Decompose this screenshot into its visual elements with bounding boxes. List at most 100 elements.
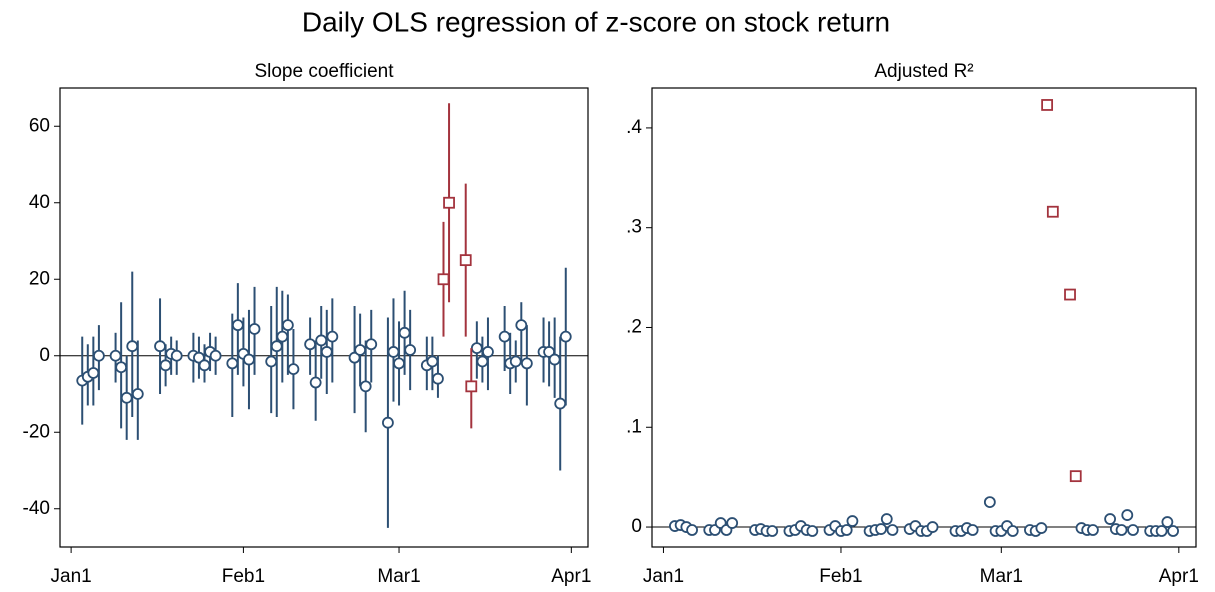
- point: [320, 346, 333, 358]
- point: [559, 330, 572, 343]
- point: [226, 357, 239, 370]
- point: [1006, 525, 1019, 537]
- point: [1127, 524, 1139, 536]
- point: [554, 397, 567, 410]
- point: [926, 521, 939, 533]
- point: [1115, 524, 1128, 536]
- point: [726, 517, 739, 529]
- point: [115, 361, 128, 374]
- point: [437, 273, 450, 286]
- point: [1161, 516, 1174, 528]
- point: [840, 524, 853, 536]
- point: [482, 346, 494, 358]
- point: [287, 363, 300, 376]
- y-tick-label: -20: [23, 421, 50, 442]
- point: [131, 388, 144, 400]
- y-tick-label: .1: [626, 416, 642, 437]
- point: [315, 334, 328, 347]
- x-tick-label: Apr1: [1159, 566, 1199, 587]
- point: [248, 323, 261, 335]
- point: [476, 355, 489, 368]
- point: [348, 351, 361, 364]
- point: [1069, 470, 1082, 483]
- point: [443, 196, 455, 209]
- plot-frame: [651, 87, 1197, 548]
- point: [159, 359, 172, 372]
- y-tick-label: 20: [29, 268, 50, 289]
- point: [846, 515, 859, 527]
- point: [276, 330, 289, 343]
- point: [309, 376, 322, 389]
- point: [465, 380, 478, 393]
- plot-frame: [59, 87, 589, 548]
- point: [1104, 513, 1117, 525]
- x-tick-label: Feb1: [222, 566, 265, 587]
- y-tick-label: 0: [631, 516, 642, 537]
- point: [170, 349, 183, 362]
- point: [966, 524, 979, 536]
- x-tick-label: Apr1: [551, 566, 591, 587]
- point: [766, 525, 779, 537]
- point: [1121, 509, 1134, 521]
- y-tick-label: 40: [29, 192, 50, 213]
- point: [983, 496, 996, 508]
- point: [432, 372, 444, 385]
- point: [509, 355, 522, 368]
- point: [1155, 525, 1168, 537]
- point: [1035, 522, 1048, 534]
- point: [265, 355, 278, 368]
- panel-title: Slope coefficient: [254, 61, 394, 82]
- point: [243, 353, 255, 366]
- point: [886, 524, 899, 536]
- x-tick-label: Feb1: [819, 566, 862, 587]
- point: [359, 380, 372, 393]
- point: [154, 340, 166, 353]
- y-tick-label: 60: [29, 115, 50, 136]
- point: [543, 346, 555, 358]
- point: [365, 338, 378, 351]
- point: [459, 254, 472, 267]
- point: [120, 391, 133, 404]
- point: [498, 330, 511, 343]
- point: [87, 367, 100, 379]
- y-tick-label: .4: [626, 117, 642, 138]
- point: [354, 344, 367, 356]
- point: [520, 357, 533, 370]
- point: [548, 353, 561, 366]
- point: [806, 525, 819, 537]
- point: [270, 340, 283, 353]
- point: [398, 326, 411, 339]
- x-tick-label: Jan1: [643, 566, 684, 587]
- point: [109, 349, 122, 362]
- point: [382, 416, 394, 429]
- point: [93, 349, 105, 362]
- point: [231, 319, 244, 332]
- point: [470, 342, 483, 355]
- x-tick-label: Jan1: [51, 566, 92, 587]
- point: [1064, 288, 1076, 301]
- point: [404, 344, 417, 356]
- y-tick-label: -40: [23, 498, 50, 519]
- point: [1087, 524, 1099, 536]
- x-tick-label: Mar1: [377, 566, 420, 587]
- point: [209, 349, 222, 362]
- point: [326, 330, 339, 343]
- point: [1041, 99, 1054, 111]
- point: [426, 355, 439, 368]
- point: [304, 338, 317, 351]
- x-tick-label: Mar1: [980, 566, 1023, 587]
- y-tick-label: .2: [626, 316, 642, 337]
- panel-title: Adjusted R²: [874, 61, 973, 82]
- point: [515, 319, 528, 332]
- point: [126, 340, 139, 353]
- point: [875, 523, 887, 535]
- point: [880, 513, 893, 525]
- point: [686, 524, 698, 536]
- point: [281, 319, 294, 332]
- y-tick-label: .3: [626, 217, 642, 238]
- chart-title: Daily OLS regression of z-score on stock…: [302, 6, 890, 37]
- point: [198, 359, 211, 372]
- point: [1167, 525, 1179, 537]
- point: [193, 351, 205, 364]
